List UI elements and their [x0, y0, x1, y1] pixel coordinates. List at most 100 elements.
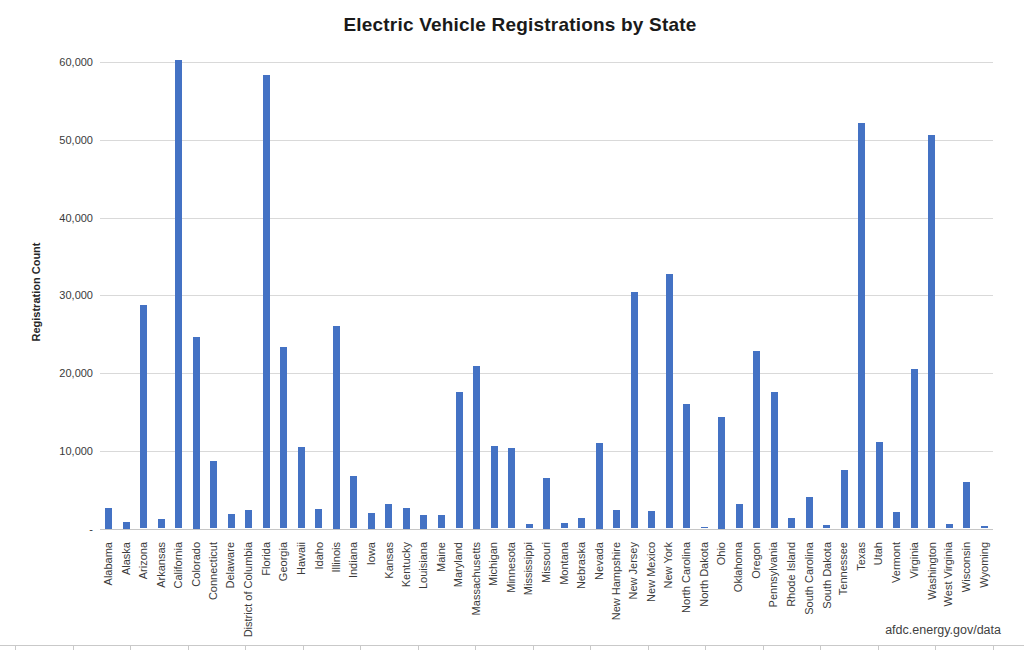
x-tick-label: Colorado	[189, 542, 204, 587]
x-tick-label: Georgia	[276, 542, 291, 581]
x-tick-label: Texas	[854, 542, 869, 571]
bar-alaska	[123, 522, 130, 529]
x-tick-label: Delaware	[224, 542, 239, 588]
bar-idaho	[315, 509, 322, 528]
y-tick-label: 20,000	[59, 367, 93, 379]
y-tick-label: 30,000	[59, 289, 93, 301]
bar-oklahoma	[736, 504, 743, 528]
bar-rhode-island	[788, 518, 795, 528]
y-tick-label: 10,000	[59, 445, 93, 457]
spreadsheet-gridline	[0, 645, 1024, 646]
spreadsheet-column-tick	[245, 645, 246, 650]
x-tick-label: Pennsylvania	[767, 542, 782, 607]
x-tick-label: Rhode Island	[784, 542, 799, 607]
bar-tennessee	[841, 470, 848, 528]
bar-maine	[438, 515, 445, 528]
bar-south-carolina	[806, 497, 813, 529]
bar-mississippi	[526, 524, 533, 529]
y-axis-title: Registration Count	[30, 192, 46, 392]
bar-kansas	[385, 504, 392, 528]
spreadsheet-column-tick	[303, 645, 304, 650]
x-tick-label: Wisconsin	[959, 542, 974, 592]
bar-pennsylvania	[771, 392, 778, 528]
x-tick-label: Ohio	[714, 542, 729, 565]
x-tick-label: Montana	[557, 542, 572, 585]
y-tick-label: 60,000	[59, 56, 93, 68]
x-axis-line	[100, 529, 993, 530]
y-tick-label: 40,000	[59, 212, 93, 224]
x-tick-label: Nebraska	[574, 542, 589, 589]
bar-georgia	[280, 347, 287, 529]
x-tick-label: West Virginia	[942, 542, 957, 606]
spreadsheet-column-tick	[763, 645, 764, 650]
bar-new-hampshire	[613, 510, 620, 529]
bar-minnesota	[508, 448, 515, 529]
bar-missouri	[543, 478, 550, 529]
spreadsheet-column-tick	[533, 645, 534, 650]
x-tick-label: Massachusetts	[469, 542, 484, 615]
x-tick-label: Idaho	[311, 542, 326, 570]
x-tick-label: Virginia	[907, 542, 922, 579]
bar-washington	[928, 135, 935, 528]
bar-arkansas	[158, 519, 165, 528]
spreadsheet-column-tick	[188, 645, 189, 650]
bar-virginia	[911, 369, 918, 528]
x-tick-label: Washington	[924, 542, 939, 600]
bar-nebraska	[578, 518, 585, 529]
x-tick-label: Nevada	[592, 542, 607, 580]
x-tick-label: California	[171, 542, 186, 588]
source-note: afdc.energy.gov/data	[885, 623, 1001, 637]
bar-new-mexico	[648, 511, 655, 529]
x-tick-label: Arkansas	[154, 542, 169, 588]
spreadsheet-column-tick	[935, 645, 936, 650]
bar-california	[175, 60, 182, 529]
x-tick-label: North Carolina	[679, 542, 694, 613]
x-tick-label: Maryland	[452, 542, 467, 587]
x-tick-label: District of Columbia	[241, 542, 256, 637]
bar-alabama	[105, 508, 112, 529]
bar-wisconsin	[963, 482, 970, 529]
x-tick-label: Minnesota	[504, 542, 519, 593]
bar-north-carolina	[683, 404, 690, 528]
bar-south-dakota	[823, 525, 830, 528]
chart-title: Electric Vehicle Registrations by State	[0, 14, 1024, 36]
x-tick-label: Vermont	[889, 542, 904, 583]
bar-massachusetts	[473, 366, 480, 529]
x-tick-label: Alabama	[101, 542, 116, 585]
bar-illinois	[333, 326, 340, 528]
bar-west-virginia	[946, 524, 953, 529]
bar-new-jersey	[631, 292, 638, 528]
x-tick-label: North Dakota	[697, 542, 712, 607]
x-tick-label: Michigan	[487, 542, 502, 586]
x-tick-label: Oregon	[749, 542, 764, 579]
x-tick-label: Hawaii	[294, 542, 309, 575]
bar-maryland	[456, 392, 463, 529]
x-tick-label: Utah	[872, 542, 887, 565]
bar-florida	[263, 75, 270, 528]
bar-utah	[876, 442, 883, 528]
bar-vermont	[893, 512, 900, 528]
spreadsheet-column-tick	[590, 645, 591, 650]
x-tick-label: New Hampshire	[609, 542, 624, 620]
spreadsheet-column-tick	[73, 645, 74, 650]
bar-montana	[561, 523, 568, 528]
bar-district-of-columbia	[245, 510, 252, 529]
bar-louisiana	[420, 515, 427, 529]
spreadsheet-column-tick	[475, 645, 476, 650]
bar-ohio	[718, 417, 725, 529]
bar-oregon	[753, 351, 760, 528]
x-tick-label: Alaska	[119, 542, 134, 575]
bar-wyoming	[981, 526, 988, 528]
spreadsheet-column-tick	[878, 645, 879, 650]
x-tick-label: Maine	[434, 542, 449, 572]
x-tick-label: Oklahoma	[732, 542, 747, 592]
chart-canvas: Electric Vehicle Registrations by State …	[0, 0, 1024, 652]
spreadsheet-column-tick	[418, 645, 419, 650]
spreadsheet-column-tick	[130, 645, 131, 650]
spreadsheet-column-tick	[993, 645, 994, 650]
bar-kentucky	[403, 508, 410, 529]
x-tick-label: Indiana	[346, 542, 361, 578]
bar-new-york	[666, 274, 673, 528]
x-tick-label: Florida	[259, 542, 274, 576]
x-tick-label: New Mexico	[644, 542, 659, 602]
